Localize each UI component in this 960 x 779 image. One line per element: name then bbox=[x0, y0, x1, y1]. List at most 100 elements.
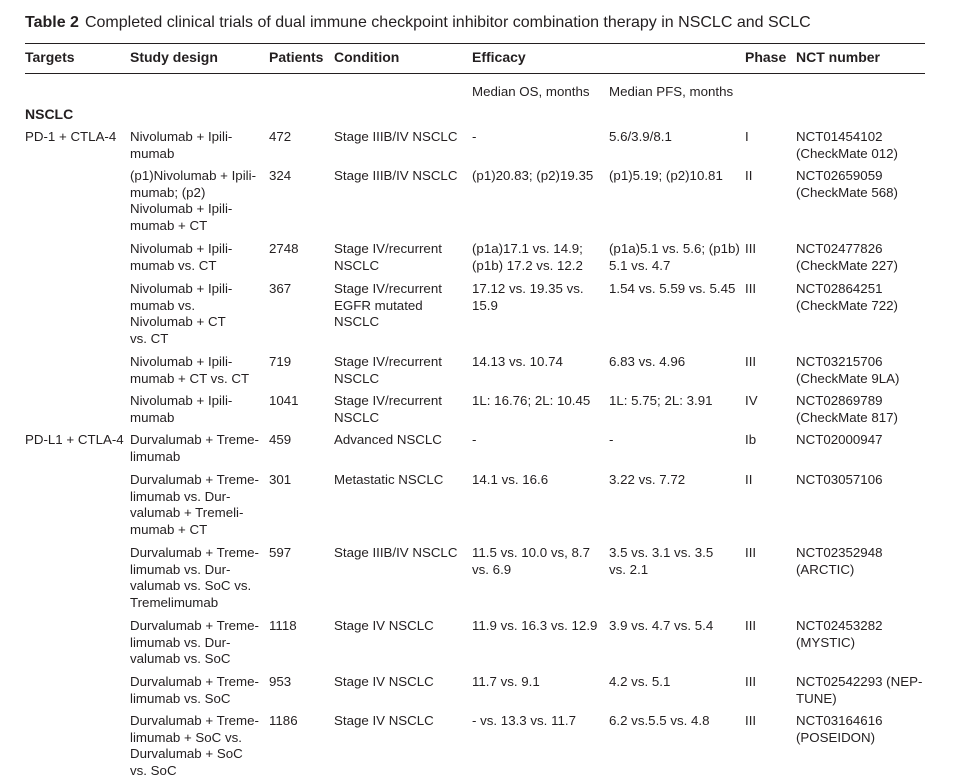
cell-nct: NCT01454102 bbox=[796, 129, 883, 144]
top-rule bbox=[25, 43, 925, 45]
table-label: Table 2 bbox=[25, 14, 79, 31]
cell-design: valumab vs. SoC bbox=[130, 651, 231, 667]
cell-patients: 324 bbox=[269, 168, 292, 183]
cell-os: (p1)20.83; (p2)19.35 bbox=[472, 168, 594, 183]
cell-design: limumab vs. Dur- bbox=[130, 561, 231, 577]
cell-design: limumab vs. Dur- bbox=[130, 634, 231, 650]
cell-patients: 1041 bbox=[269, 393, 299, 408]
cell-phase: Ib bbox=[745, 432, 757, 447]
cell-design: mumab bbox=[130, 409, 175, 425]
cell-nct: NCT02864251 bbox=[796, 281, 883, 296]
header-nct-number: NCT number bbox=[796, 49, 880, 65]
header-targets: Targets bbox=[25, 49, 75, 65]
cell-os: 1L: 16.76; 2L: 10.45 bbox=[472, 393, 591, 408]
cell-design: Nivolumab + Ipili- bbox=[130, 393, 233, 408]
cell-phase: III bbox=[745, 241, 757, 256]
cell-pfs: vs. 2.1 bbox=[609, 561, 649, 577]
cell-pfs: 1.54 vs. 5.59 vs. 5.45 bbox=[609, 281, 736, 296]
cell-os: 11.5 vs. 10.0 vs, 8.7 bbox=[472, 545, 591, 560]
cell-phase: I bbox=[745, 129, 749, 144]
cell-design: Nivolumab + Ipili- bbox=[130, 281, 233, 296]
cell-condition: Metastatic NSCLC bbox=[334, 472, 444, 487]
cell-patients: 1186 bbox=[269, 713, 298, 728]
cell-target: PD-L1 + CTLA-4 bbox=[25, 432, 124, 447]
cell-design: Durvalumab + Treme- bbox=[130, 674, 259, 689]
cell-condition: Stage IV/recurrent bbox=[334, 393, 442, 408]
cell-design: Durvalumab + SoC bbox=[130, 746, 243, 762]
cell-condition: NSCLC bbox=[334, 370, 380, 386]
cell-os: - bbox=[472, 432, 477, 447]
cell-condition: Stage IV/recurrent bbox=[334, 241, 442, 256]
cell-design: Nivolumab + Ipili- bbox=[130, 201, 233, 217]
cell-design: Tremelimumab bbox=[130, 594, 219, 610]
cell-patients: 719 bbox=[269, 354, 292, 369]
header-patients: Patients bbox=[269, 49, 324, 65]
cell-os: (p1a)17.1 vs. 14.9; bbox=[472, 241, 583, 256]
header-study-design: Study design bbox=[130, 49, 218, 65]
cell-nct: (CheckMate 817) bbox=[796, 409, 898, 425]
cell-nct: NCT02000947 bbox=[796, 432, 883, 447]
cell-target: PD-1 + CTLA-4 bbox=[25, 129, 117, 144]
cell-patients: 597 bbox=[269, 545, 292, 560]
cell-condition: EGFR mutated bbox=[334, 297, 423, 313]
cell-nct: NCT02659059 bbox=[796, 168, 883, 183]
cell-os: - vs. 13.3 vs. 11.7 bbox=[472, 713, 576, 728]
table-title: Completed clinical trials of dual immune… bbox=[84, 14, 811, 31]
cell-phase: IV bbox=[745, 393, 758, 408]
cell-nct: NCT03215706 bbox=[796, 354, 883, 369]
cell-pfs: 1L: 5.75; 2L: 3.91 bbox=[609, 393, 713, 408]
cell-pfs: 5.6/3.9/8.1 bbox=[609, 129, 672, 144]
header-condition: Condition bbox=[334, 49, 400, 65]
cell-nct: (CheckMate 568) bbox=[796, 184, 898, 200]
cell-nct: NCT02542293 (NEP- bbox=[796, 674, 923, 689]
cell-design: Nivolumab + Ipili- bbox=[130, 241, 233, 256]
cell-condition: Stage IV/recurrent bbox=[334, 281, 442, 296]
cell-condition: Stage IIIB/IV NSCLC bbox=[334, 545, 458, 560]
cell-condition: NSCLC bbox=[334, 314, 380, 330]
header-phase: Phase bbox=[745, 49, 787, 65]
cell-design: mumab; (p2) bbox=[130, 184, 206, 200]
cell-condition: Stage IV/recurrent bbox=[334, 354, 442, 369]
cell-patients: 459 bbox=[269, 432, 292, 447]
section-title: NSCLC bbox=[25, 106, 74, 122]
cell-patients: 1118 bbox=[269, 618, 297, 633]
cell-nct: NCT03164616 bbox=[796, 713, 883, 728]
cell-os: 11.9 vs. 16.3 vs. 12.9 bbox=[472, 618, 598, 633]
cell-nct: (POSEIDON) bbox=[796, 729, 876, 745]
cell-design: Durvalumab + Treme- bbox=[130, 545, 259, 560]
cell-pfs: 3.5 vs. 3.1 vs. 3.5 bbox=[609, 545, 714, 560]
cell-pfs: - bbox=[609, 432, 614, 447]
header-efficacy: Efficacy bbox=[472, 49, 526, 65]
cell-design: Durvalumab + Treme- bbox=[130, 432, 259, 447]
cell-patients: 301 bbox=[269, 472, 292, 487]
cell-nct: (MYSTIC) bbox=[796, 634, 856, 650]
cell-os: 17.12 vs. 19.35 vs. bbox=[472, 281, 584, 296]
cell-nct: NCT02477826 bbox=[796, 241, 883, 256]
cell-patients: 953 bbox=[269, 674, 292, 689]
cell-nct: (CheckMate 227) bbox=[796, 257, 898, 273]
cell-condition: Stage IIIB/IV NSCLC bbox=[334, 129, 458, 144]
cell-nct: (ARCTIC) bbox=[796, 561, 855, 577]
cell-os: (p1b) 17.2 vs. 12.2 bbox=[472, 257, 583, 273]
cell-design: limumab vs. SoC bbox=[130, 690, 231, 706]
header-median-pfs: Median PFS, months bbox=[609, 84, 734, 99]
cell-condition: Stage IV NSCLC bbox=[334, 713, 434, 728]
cell-design: Durvalumab + Treme- bbox=[130, 472, 259, 487]
cell-phase: III bbox=[745, 354, 757, 369]
cell-phase: III bbox=[745, 713, 757, 728]
cell-design: mumab bbox=[130, 145, 175, 161]
cell-nct: (CheckMate 9LA) bbox=[796, 370, 900, 386]
cell-design: mumab + CT bbox=[130, 217, 208, 233]
cell-pfs: 3.9 vs. 4.7 vs. 5.4 bbox=[609, 618, 714, 633]
cell-design: vs. SoC bbox=[130, 762, 177, 778]
cell-os: 14.13 vs. 10.74 bbox=[472, 354, 563, 369]
header-rule bbox=[25, 73, 925, 74]
cell-nct: NCT02869789 bbox=[796, 393, 883, 408]
cell-design: Nivolumab + Ipili- bbox=[130, 354, 233, 369]
cell-pfs: 4.2 vs. 5.1 bbox=[609, 674, 671, 689]
cell-patients: 472 bbox=[269, 129, 292, 144]
cell-nct: NCT02352948 bbox=[796, 545, 883, 560]
cell-condition: NSCLC bbox=[334, 257, 380, 273]
cell-nct: NCT03057106 bbox=[796, 472, 883, 487]
cell-pfs: (p1a)5.1 vs. 5.6; (p1b) bbox=[609, 241, 740, 256]
